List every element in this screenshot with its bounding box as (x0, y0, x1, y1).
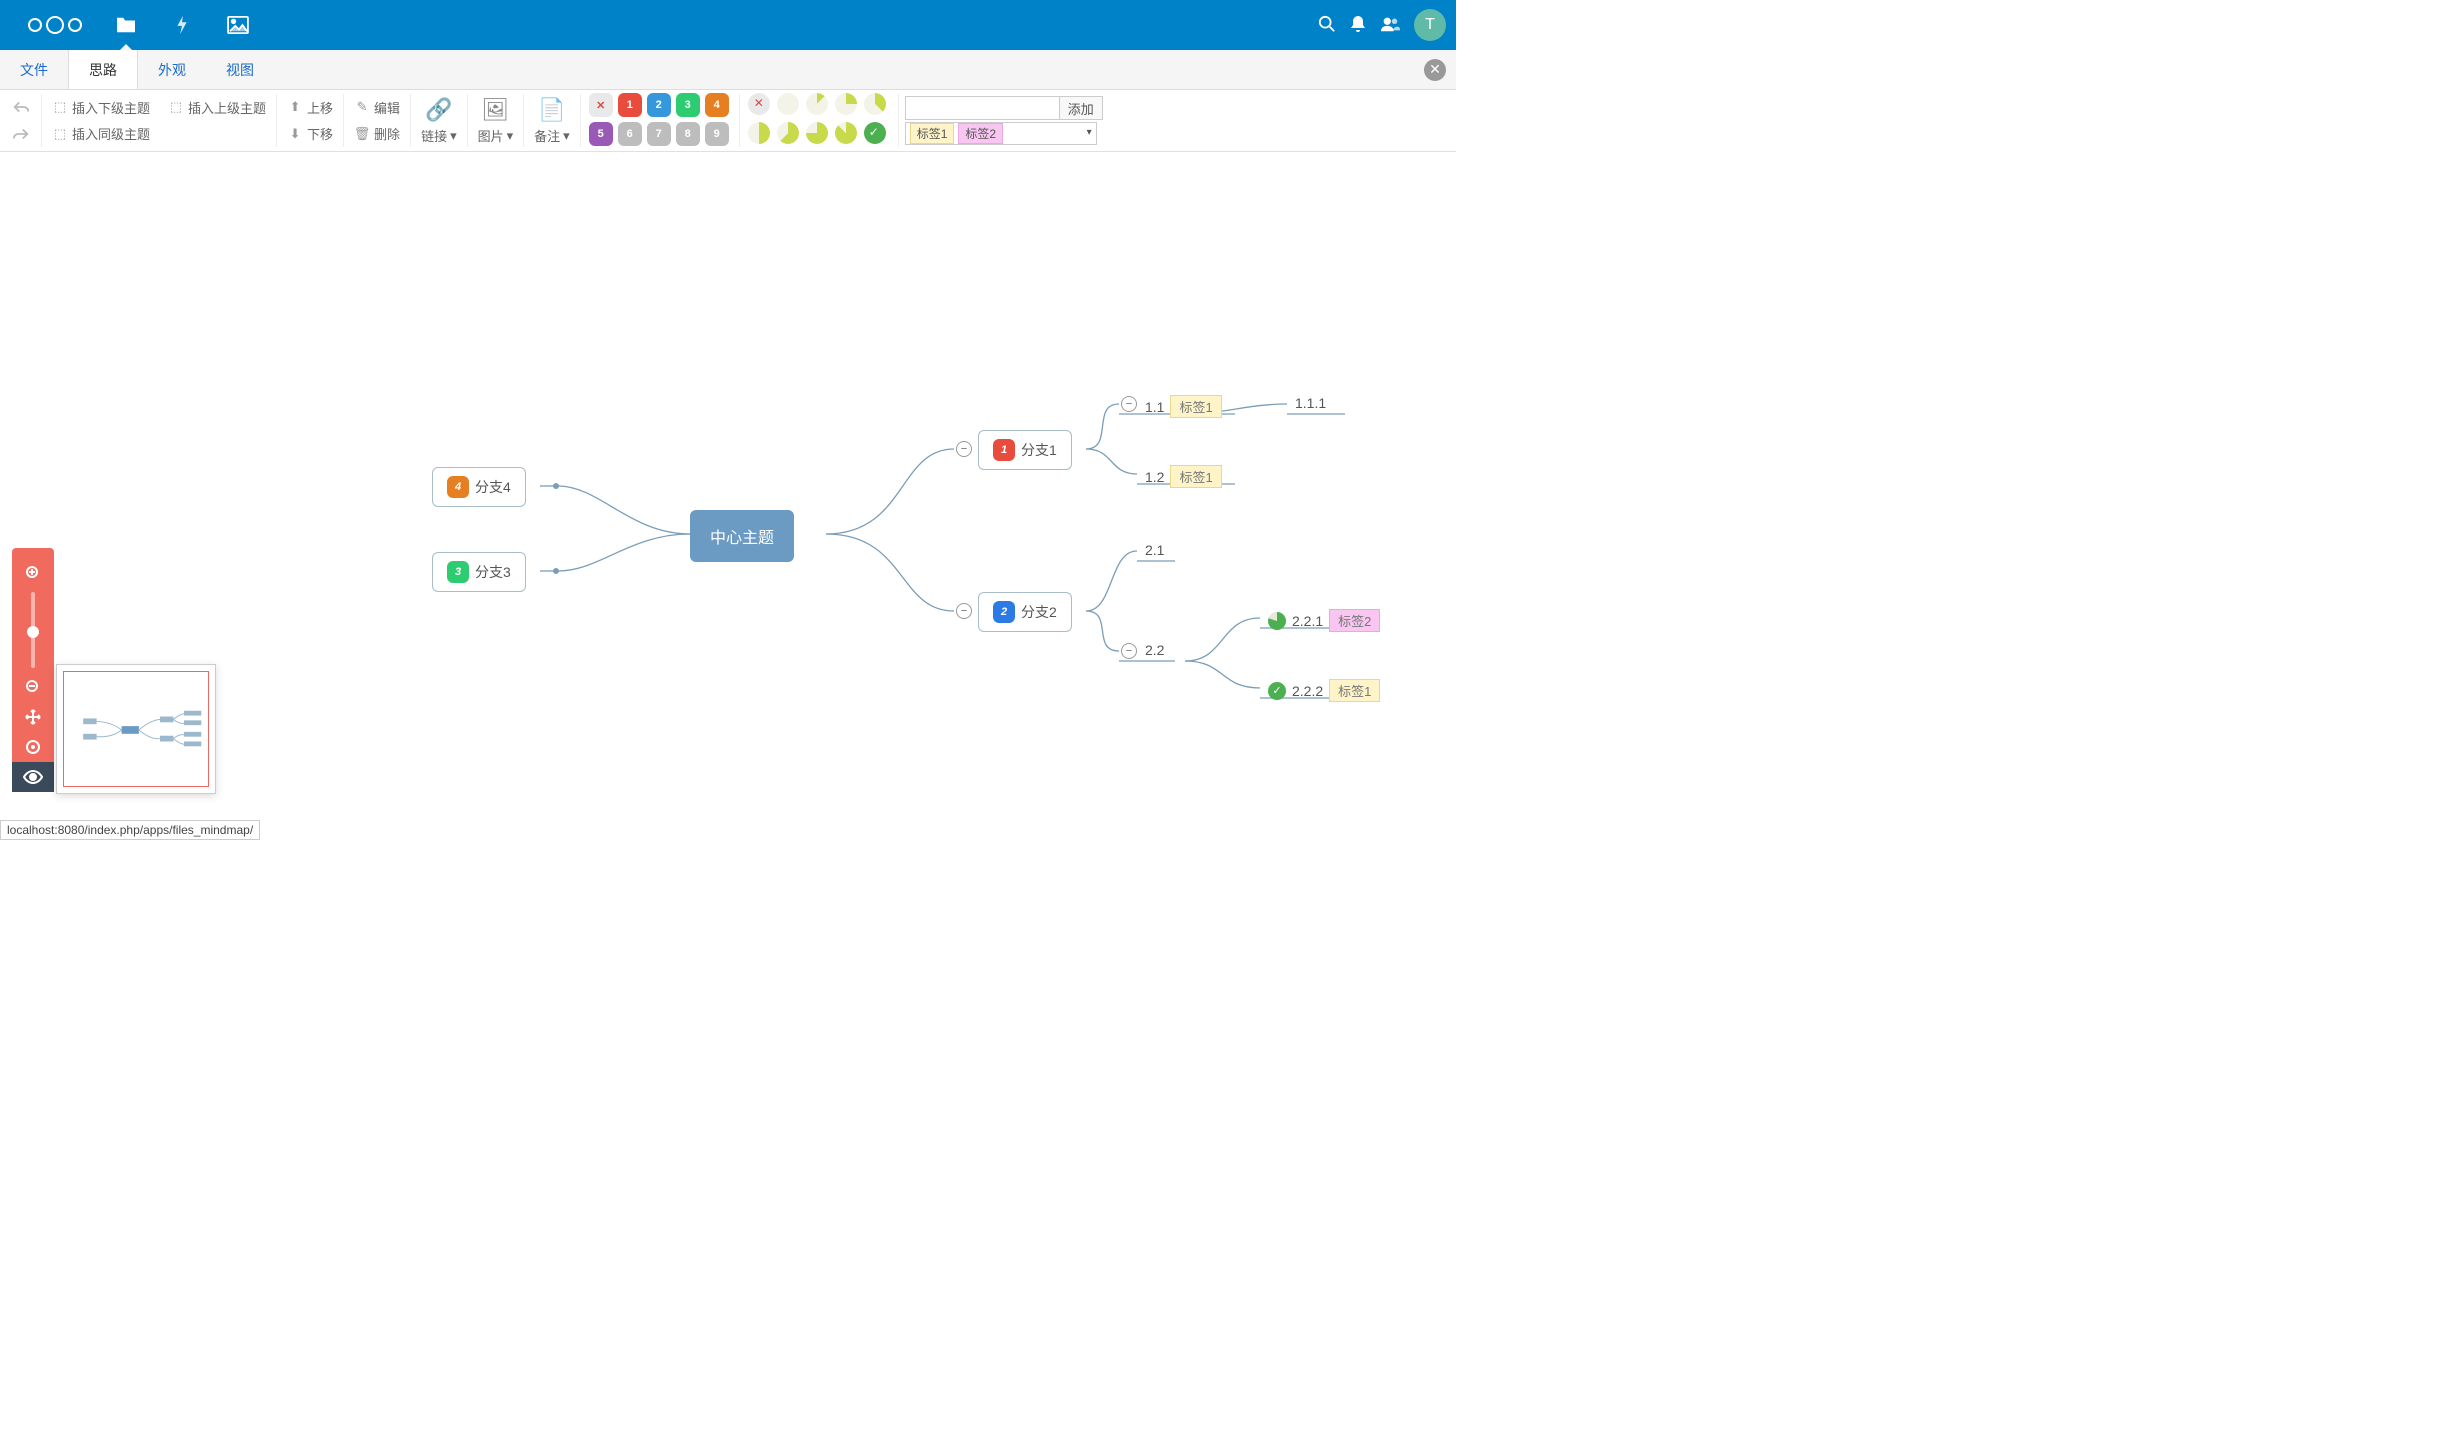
tag-label: 标签1 (1329, 679, 1380, 702)
leaf-node[interactable]: 1.1.1 (1295, 395, 1326, 411)
zoom-out-button[interactable] (20, 674, 46, 700)
center-node[interactable]: 中心主题 (690, 510, 794, 562)
move-down-button[interactable]: ⬇下移 (283, 122, 337, 145)
tag-label: 标签2 (1329, 609, 1380, 632)
progress-icon (1268, 612, 1286, 630)
progress-3[interactable] (835, 93, 857, 115)
priority-1[interactable]: 1 (618, 93, 642, 117)
progress-5[interactable] (748, 122, 770, 144)
preview-toggle-button[interactable] (12, 762, 54, 792)
priority-6[interactable]: 6 (618, 122, 642, 146)
tag-chips-dropdown[interactable]: 标签1 标签2 ▾ (905, 122, 1097, 145)
progress-1[interactable] (777, 93, 799, 115)
zoom-toolbar (12, 548, 54, 792)
priority-5[interactable]: 5 (589, 122, 613, 146)
progress-7[interactable] (806, 122, 828, 144)
note-icon[interactable]: 📄 (538, 96, 565, 124)
sub-node[interactable]: 1.2标签1 (1145, 465, 1222, 488)
zoom-slider[interactable] (31, 592, 35, 668)
tab-idea[interactable]: 思路 (68, 50, 138, 89)
tag-area: 添加 标签1 标签2 ▾ (899, 94, 1109, 147)
app-activity[interactable] (160, 3, 204, 47)
tag-label: 标签1 (1170, 395, 1221, 418)
branch-node[interactable]: 4分支4 (432, 467, 526, 507)
edit-button[interactable]: ✎编辑 (350, 96, 404, 119)
insert-sibling-button[interactable]: ⬚插入同级主题 (48, 122, 270, 145)
app-files[interactable] (104, 3, 148, 47)
tag-chip[interactable]: 标签1 (910, 123, 955, 144)
progress-0[interactable]: ✕ (748, 93, 770, 115)
priority-0[interactable]: ✕ (589, 93, 613, 117)
close-editor-button[interactable]: ✕ (1424, 59, 1446, 81)
collapse-toggle[interactable]: − (1121, 396, 1137, 412)
priority-badge: 2 (993, 601, 1015, 623)
collapse-toggle[interactable]: − (956, 603, 972, 619)
link-dropdown[interactable]: 链接 ▾ (421, 126, 457, 145)
branch-node[interactable]: 2分支2 (978, 592, 1072, 632)
delete-button[interactable]: 🗑删除 (350, 122, 404, 145)
tag-input[interactable] (905, 96, 1060, 120)
progress-8[interactable] (835, 122, 857, 144)
link-icon[interactable]: 🔗 (425, 96, 452, 124)
undo-button[interactable] (8, 98, 34, 116)
user-avatar[interactable]: T (1414, 9, 1446, 41)
sub-node[interactable]: 2.1 (1145, 542, 1164, 558)
nextcloud-logo[interactable] (28, 16, 82, 34)
priority-8[interactable]: 8 (676, 122, 700, 146)
drag-button[interactable] (20, 704, 46, 730)
branch-node[interactable]: 1分支1 (978, 430, 1072, 470)
priority-7[interactable]: 7 (647, 122, 671, 146)
tab-file[interactable]: 文件 (0, 50, 68, 89)
branch-node[interactable]: 3分支3 (432, 552, 526, 592)
priority-grid: ✕1234 56789 (581, 94, 740, 147)
priority-badge: 4 (447, 476, 469, 498)
tab-view[interactable]: 视图 (206, 50, 274, 89)
status-bar: localhost:8080/index.php/apps/files_mind… (0, 820, 260, 840)
priority-badge: 1 (993, 439, 1015, 461)
app-gallery[interactable] (216, 3, 260, 47)
insert-parent-button[interactable]: ⬚插入上级主题 (164, 96, 270, 119)
progress-2[interactable] (806, 93, 828, 115)
progress-9[interactable]: ✓ (864, 122, 886, 144)
collapse-toggle[interactable]: − (1121, 643, 1137, 659)
notifications-icon[interactable] (1350, 15, 1366, 36)
ribbon-toolbar: ⬚插入下级主题 ⬚插入上级主题 ⬚插入同级主题 ⬆上移 ⬇下移 ✎编辑 🗑删除 … (0, 90, 1456, 152)
editor-tabs: 文件 思路 外观 视图 ✕ (0, 50, 1456, 90)
check-icon: ✓ (1268, 682, 1286, 700)
note-dropdown[interactable]: 备注 ▾ (534, 126, 570, 145)
locate-button[interactable] (20, 734, 46, 760)
sub-node[interactable]: −2.2 (1145, 642, 1164, 658)
progress-grid: ✕✓ (740, 94, 899, 147)
priority-9[interactable]: 9 (705, 122, 729, 146)
tag-label: 标签1 (1170, 465, 1221, 488)
move-up-button[interactable]: ⬆上移 (283, 96, 337, 119)
priority-badge: 3 (447, 561, 469, 583)
leaf-node[interactable]: 2.2.1标签2 (1268, 609, 1380, 632)
contacts-icon[interactable] (1380, 16, 1400, 35)
zoom-in-button[interactable] (20, 560, 46, 586)
collapse-toggle[interactable]: − (956, 441, 972, 457)
priority-3[interactable]: 3 (676, 93, 700, 117)
image-icon[interactable]: 🖼 (481, 96, 509, 124)
image-dropdown[interactable]: 图片 ▾ (478, 126, 514, 145)
nextcloud-header: T (0, 0, 1456, 50)
add-tag-button[interactable]: 添加 (1060, 96, 1103, 120)
tag-chip[interactable]: 标签2 (958, 123, 1003, 144)
progress-4[interactable] (864, 93, 886, 115)
minimap[interactable] (56, 664, 216, 794)
chevron-down-icon: ▾ (1087, 127, 1092, 138)
mindmap-canvas[interactable]: 中心主题4分支43分支31分支1−2分支2−−1.1标签11.2标签12.1−2… (0, 152, 1456, 820)
leaf-node[interactable]: ✓2.2.2标签1 (1268, 679, 1380, 702)
progress-6[interactable] (777, 122, 799, 144)
avatar-letter: T (1425, 16, 1435, 34)
search-icon[interactable] (1318, 15, 1336, 36)
redo-button[interactable] (8, 125, 34, 143)
tab-appearance[interactable]: 外观 (138, 50, 206, 89)
priority-4[interactable]: 4 (705, 93, 729, 117)
sub-node[interactable]: −1.1标签1 (1145, 395, 1222, 418)
priority-2[interactable]: 2 (647, 93, 671, 117)
insert-child-button[interactable]: ⬚插入下级主题 (48, 96, 154, 119)
